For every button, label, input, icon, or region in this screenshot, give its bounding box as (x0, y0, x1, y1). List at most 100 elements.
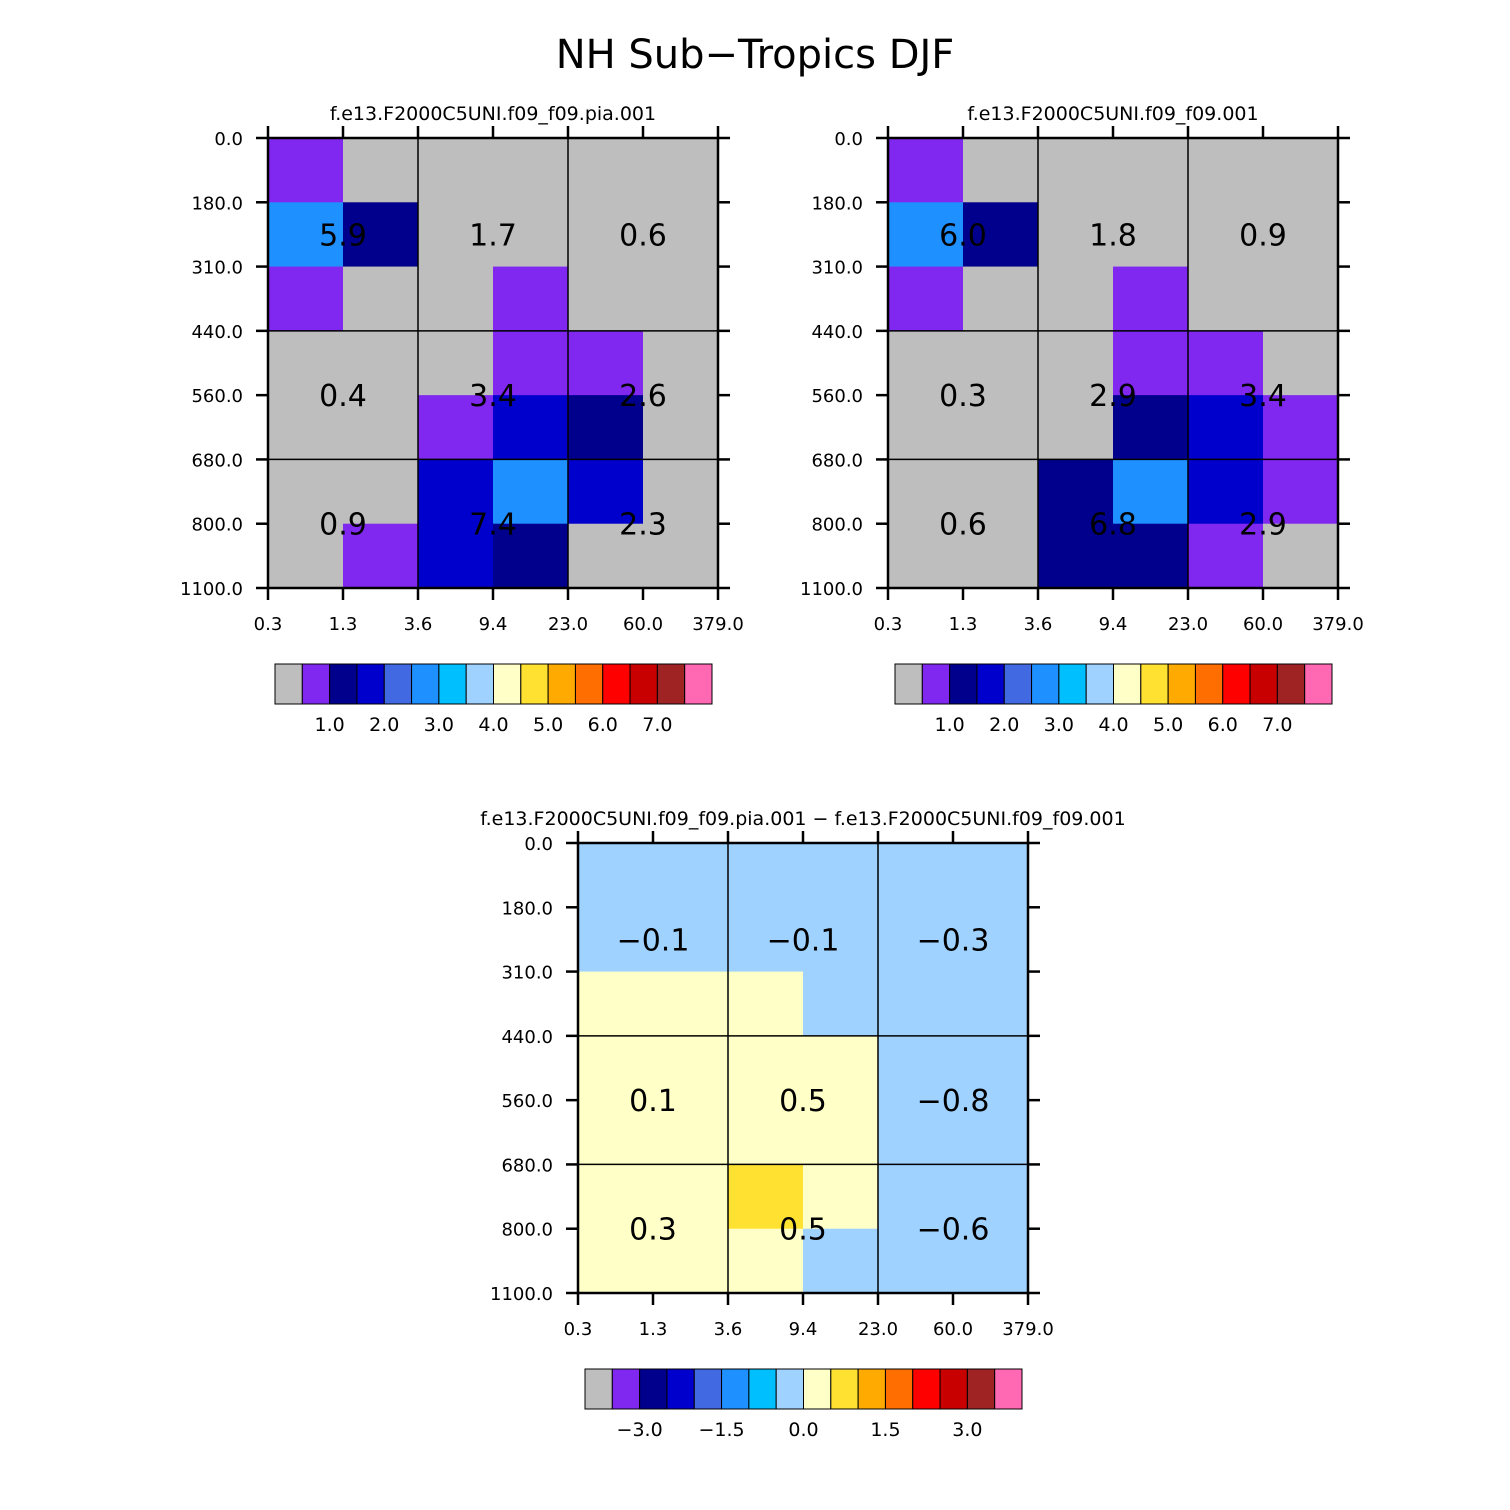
heatmap-cell (643, 523, 719, 589)
heatmap-cell (268, 395, 344, 460)
heatmap-cell (1263, 202, 1339, 268)
heatmap-cell (1113, 395, 1189, 460)
x-tick-label: 3.6 (404, 614, 433, 635)
block-total-label: 0.6 (939, 508, 987, 543)
heatmap-cell (878, 1100, 954, 1165)
heatmap-cell (1263, 266, 1339, 332)
heatmap-cell (953, 1228, 1029, 1294)
y-tick-label: 800.0 (501, 1220, 553, 1241)
y-tick-label: 310.0 (501, 963, 553, 984)
x-tick-label: 0.3 (564, 1319, 593, 1340)
heatmap-cell (728, 971, 804, 1037)
colorbar-swatch (1058, 663, 1087, 705)
heatmap-cell (878, 1228, 954, 1294)
heatmap-cell (343, 202, 419, 268)
heatmap-cell (1263, 138, 1339, 203)
heatmap-cell (963, 266, 1039, 332)
heatmap-cell (1188, 138, 1264, 203)
heatmap-cell (653, 907, 729, 973)
colorbar-swatch (411, 663, 440, 705)
heatmap-cell (963, 459, 1039, 525)
block-total-label: −0.1 (617, 923, 690, 958)
heatmap-cell (803, 1035, 879, 1101)
heatmap-cell (568, 395, 644, 460)
heatmap-cell (568, 523, 644, 589)
block-total-label: 0.5 (779, 1084, 827, 1119)
heatmap-cell (268, 202, 344, 268)
x-tick-label: 60.0 (1243, 614, 1283, 635)
y-tick-label: 310.0 (191, 258, 243, 279)
heatmap-cell (268, 138, 344, 203)
heatmap-cell (643, 459, 719, 525)
colorbar-swatch (803, 1368, 832, 1410)
block-total-label: 0.6 (619, 218, 667, 253)
heatmap-cell (493, 459, 569, 525)
colorbar-swatch (1113, 663, 1142, 705)
heatmap-cell (888, 138, 964, 203)
heatmap-cell (803, 1228, 879, 1294)
y-tick-label: 800.0 (811, 515, 863, 536)
colorbar-label: 4.0 (478, 714, 508, 736)
x-tick-label: 23.0 (548, 614, 588, 635)
heatmap-cell (1263, 330, 1339, 396)
heatmap-cell (803, 1100, 879, 1165)
x-tick-label: 379.0 (1312, 614, 1364, 635)
heatmap-cell (728, 1100, 804, 1165)
colorbar-swatch (976, 663, 1005, 705)
heatmap-cell (1188, 459, 1264, 525)
heatmap-panel-3: f.e13.F2000C5UNI.f09_f09.pia.001 − f.e13… (480, 808, 1125, 1441)
heatmap-cell (1113, 330, 1189, 396)
heatmap-cell (728, 1164, 804, 1230)
colorbar-swatch (274, 663, 303, 705)
heatmap-cell (888, 266, 964, 332)
block-total-label: 2.3 (619, 508, 667, 543)
heatmap-cell (1038, 395, 1114, 460)
x-tick-label: 60.0 (623, 614, 663, 635)
colorbar-swatch (1276, 663, 1306, 705)
heatmap-cell (418, 523, 494, 589)
colorbar-swatch (1031, 663, 1060, 705)
colorbar-label: 6.0 (588, 714, 618, 736)
colorbar-label: 1.0 (935, 714, 965, 736)
heatmap-cell (493, 330, 569, 396)
x-tick-label: 379.0 (692, 614, 744, 635)
x-tick-label: 9.4 (789, 1319, 818, 1340)
block-gridlines (578, 843, 1028, 1293)
colorbar-swatch (693, 1368, 723, 1410)
colorbar-swatch (301, 663, 331, 705)
colorbar-swatch (857, 1368, 886, 1410)
colorbar-label: 3.0 (1044, 714, 1074, 736)
block-total-label: 0.9 (1239, 218, 1287, 253)
colorbar-label: 6.0 (1208, 714, 1238, 736)
colorbar-label: 5.0 (1153, 714, 1183, 736)
colorbar-swatch (356, 663, 385, 705)
heatmap-cell (1188, 202, 1264, 268)
colorbar-label: 7.0 (642, 714, 672, 736)
colorbar-swatch (666, 1368, 695, 1410)
heatmap-cell (953, 907, 1029, 973)
colorbar-label: −1.5 (698, 1419, 744, 1441)
colorbar-label: 2.0 (369, 714, 399, 736)
panel-title: f.e13.F2000C5UNI.f09_f09.pia.001 (330, 103, 656, 125)
colorbar-label: 0.0 (788, 1419, 818, 1441)
y-tick-label: 310.0 (811, 258, 863, 279)
block-total-label: 2.6 (619, 379, 667, 414)
colorbar-swatch (602, 663, 631, 705)
heatmap-cell (653, 1100, 729, 1165)
block-total-label: 0.3 (939, 379, 987, 414)
y-tick-label: 560.0 (811, 386, 863, 407)
panel-title: f.e13.F2000C5UNI.f09_f09.pia.001 − f.e13… (480, 808, 1125, 830)
heatmap-cell (343, 266, 419, 332)
block-total-label: 0.9 (319, 508, 367, 543)
heatmap-cell (343, 459, 419, 525)
heatmap-cell (953, 1035, 1029, 1101)
panels: f.e13.F2000C5UNI.f09_f09.pia.001 0.3 1.3 3.… (180, 103, 1364, 1441)
panel-title: f.e13.F2000C5UNI.f09_f09.001 (967, 103, 1258, 125)
heatmap-cell (953, 843, 1029, 908)
x-tick-label: 379.0 (1002, 1319, 1054, 1340)
x-tick-label: 9.4 (1099, 614, 1128, 635)
x-tick-label: 23.0 (858, 1319, 898, 1340)
heatmap-cell (878, 907, 954, 973)
block-total-label: 3.4 (469, 379, 517, 414)
